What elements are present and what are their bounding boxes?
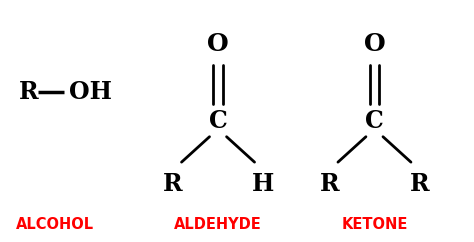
Text: ALCOHOL: ALCOHOL [16,217,93,232]
Text: C: C [365,109,384,133]
Text: R: R [163,172,183,196]
Text: O: O [207,31,229,56]
Text: H: H [252,172,274,196]
Text: ALDEHYDE: ALDEHYDE [174,217,262,232]
Text: R: R [319,172,339,196]
Text: OH: OH [69,80,112,104]
Text: O: O [364,31,385,56]
Text: KETONE: KETONE [341,217,408,232]
Text: R: R [19,80,38,104]
Text: C: C [209,109,228,133]
Text: R: R [410,172,429,196]
